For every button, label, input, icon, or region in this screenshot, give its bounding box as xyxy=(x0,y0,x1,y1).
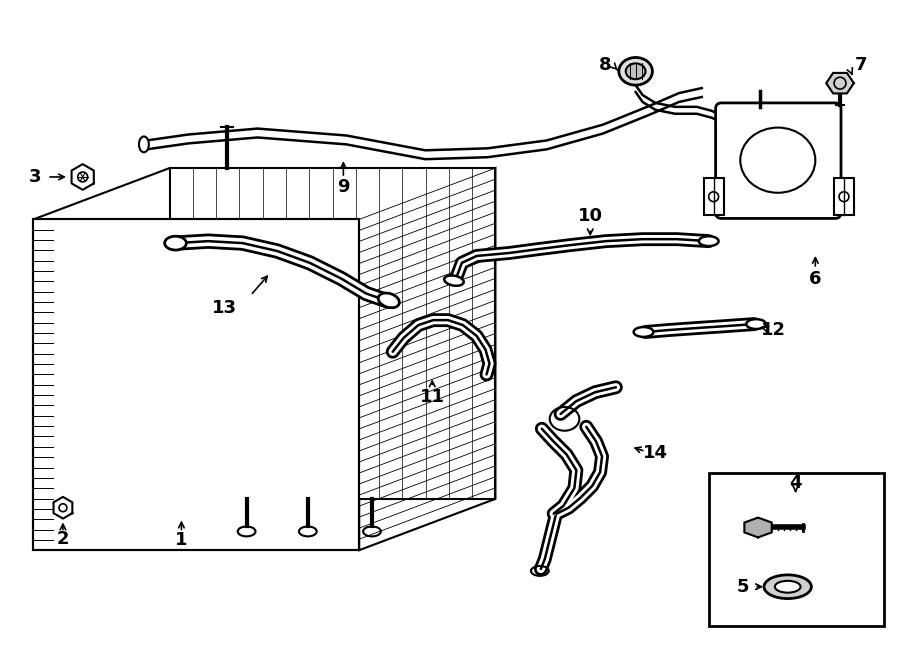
Text: 2: 2 xyxy=(57,530,69,549)
Text: 6: 6 xyxy=(809,270,822,288)
Ellipse shape xyxy=(634,327,653,337)
Text: 1: 1 xyxy=(176,531,188,549)
Ellipse shape xyxy=(698,236,718,246)
Polygon shape xyxy=(169,168,495,499)
Text: 3: 3 xyxy=(29,168,41,186)
Text: 7: 7 xyxy=(854,56,867,75)
Ellipse shape xyxy=(619,58,652,85)
Polygon shape xyxy=(744,518,771,537)
Text: 11: 11 xyxy=(419,388,445,406)
Ellipse shape xyxy=(378,293,400,308)
Polygon shape xyxy=(33,168,495,219)
Text: 10: 10 xyxy=(578,208,603,225)
Ellipse shape xyxy=(445,276,464,286)
Text: 12: 12 xyxy=(761,321,787,339)
Polygon shape xyxy=(53,497,72,519)
Ellipse shape xyxy=(764,575,812,599)
Text: 5: 5 xyxy=(737,578,750,596)
Text: 9: 9 xyxy=(338,178,349,196)
Polygon shape xyxy=(33,219,359,550)
Text: 13: 13 xyxy=(212,299,238,317)
Ellipse shape xyxy=(746,319,766,329)
Polygon shape xyxy=(72,164,94,190)
Polygon shape xyxy=(359,168,495,550)
FancyBboxPatch shape xyxy=(716,103,841,218)
Bar xyxy=(708,473,885,626)
Ellipse shape xyxy=(139,136,148,152)
Ellipse shape xyxy=(626,63,645,79)
Bar xyxy=(834,178,854,215)
Polygon shape xyxy=(826,73,854,93)
Text: 4: 4 xyxy=(789,474,802,492)
Text: 8: 8 xyxy=(598,56,611,75)
Text: 14: 14 xyxy=(643,444,668,463)
Ellipse shape xyxy=(165,236,186,250)
Ellipse shape xyxy=(775,581,800,593)
Bar xyxy=(704,178,724,215)
